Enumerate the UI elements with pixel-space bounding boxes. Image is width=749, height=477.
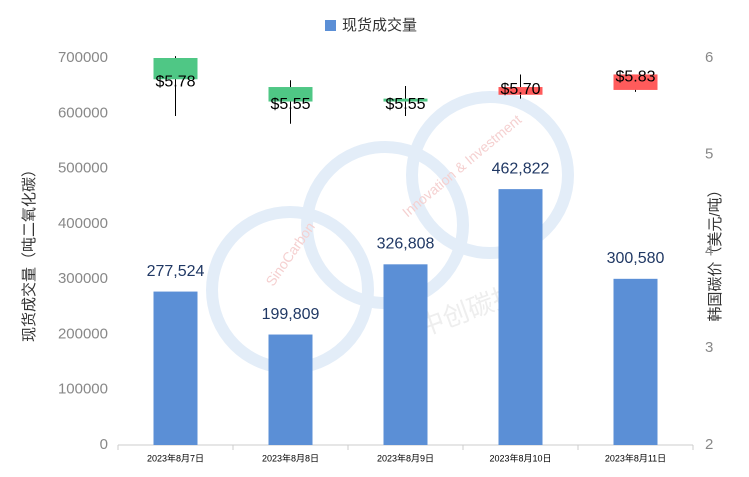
y-tick-label: 600000: [58, 104, 108, 121]
candle-body: [498, 87, 543, 95]
candle-body: [613, 74, 658, 90]
y-tick-label: 300000: [58, 270, 108, 287]
bar: [498, 189, 543, 445]
y2-tick-label: 3: [705, 339, 713, 356]
bar: [613, 278, 658, 445]
y2-tick-label: 2: [705, 436, 713, 453]
watermark-ring: [406, 91, 574, 259]
legend-label: 现货成交量: [342, 16, 417, 34]
x-tick-label: 2023年8月9日: [377, 452, 434, 463]
candle-body: [383, 98, 428, 102]
candle-body: [153, 58, 198, 80]
bar-value-label: 462,822: [492, 160, 550, 177]
candle-value-label: $5.55: [385, 96, 425, 113]
bar-value-label: 326,808: [377, 236, 435, 253]
y-tick-label: 500000: [58, 160, 108, 177]
y-tick-label: 400000: [58, 215, 108, 232]
y-axis-title: 现货成交量（吨二氧化碳）: [20, 162, 38, 342]
bar-value-label: 300,580: [607, 250, 665, 267]
bar-value-label: 277,524: [147, 263, 205, 280]
y2-axis-title: 韩国碳价（美元/吨）: [707, 182, 724, 321]
y-tick-label: 200000: [58, 325, 108, 342]
candle-value-label: $5.78: [155, 74, 195, 91]
y2-tick-label: 6: [705, 49, 713, 66]
bar: [268, 334, 313, 445]
y2-tick-label: 4: [705, 242, 713, 259]
candle-body: [268, 87, 313, 102]
x-tick-label: 2023年8月7日: [147, 452, 204, 463]
y-tick-label: 0: [100, 436, 108, 453]
candle-value-label: $5.55: [270, 96, 310, 113]
bar: [383, 264, 428, 445]
candle-value-label: $5.83: [615, 69, 655, 86]
y-tick-label: 100000: [58, 381, 108, 398]
bar-value-label: 199,809: [262, 306, 320, 323]
legend-swatch: [325, 20, 336, 31]
bar: [153, 291, 198, 445]
candle-value-label: $5.70: [500, 81, 540, 98]
x-tick-label: 2023年8月11日: [605, 452, 666, 463]
x-tick-label: 2023年8月10日: [489, 452, 551, 463]
y2-tick-label: 5: [705, 146, 713, 163]
y-tick-label: 700000: [58, 49, 108, 66]
x-tick-label: 2023年8月8日: [262, 452, 319, 463]
